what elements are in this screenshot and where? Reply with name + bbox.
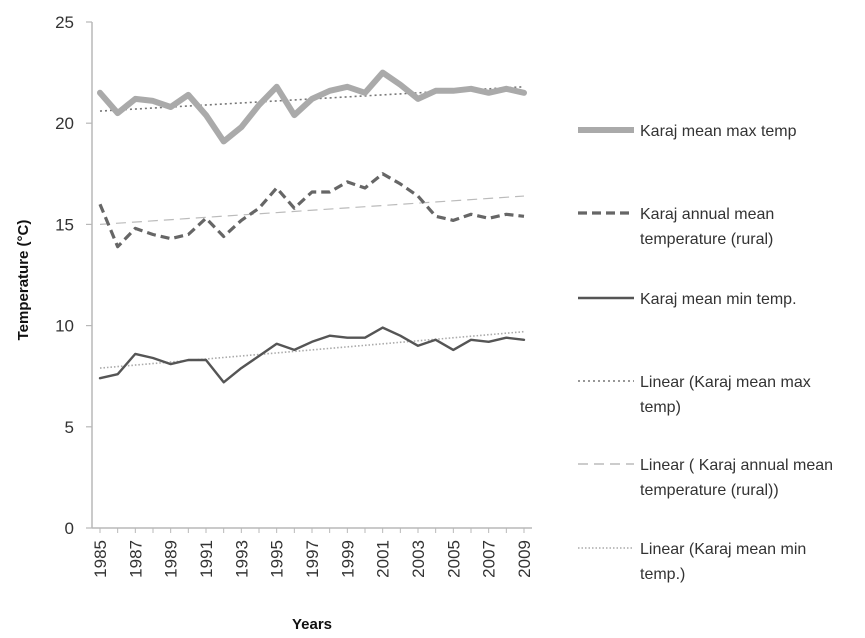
x-tick-label: 1997: [303, 540, 322, 578]
x-tick-label: 1989: [162, 540, 181, 578]
y-tick-label: 10: [55, 317, 74, 336]
legend-item: Karaj annual mean temperature (rural): [578, 206, 774, 248]
legend-label: temp.): [640, 566, 685, 583]
x-tick-label: 2003: [409, 540, 428, 578]
legend-label: Linear (Karaj mean max: [640, 374, 811, 391]
legend-label: Karaj annual mean: [640, 206, 774, 223]
axes: Temperature (°C) Years: [15, 22, 532, 633]
x-axis-title: Years: [292, 616, 332, 633]
y-tick-label: 0: [65, 519, 74, 538]
legend-item: Linear (Karaj mean min temp.): [578, 541, 806, 583]
legend-label: temperature (rural): [640, 231, 773, 248]
y-tick-label: 20: [55, 114, 74, 133]
x-tick-label: 2001: [374, 540, 393, 578]
legend-label: temp): [640, 399, 681, 416]
legend-item: Karaj mean min temp.: [578, 291, 797, 308]
legend: Karaj mean max temp Karaj annual mean temp…: [578, 123, 833, 583]
series-line-karaj-mean-min-temp: [98, 326, 526, 384]
series-line-karaj-annual-mean-temperature-rural: [98, 172, 525, 249]
legend-item: Linear (Karaj mean max temp): [578, 374, 811, 416]
x-tick-label: 2005: [444, 540, 463, 578]
ticks: 0 5 10 15 20 25 1985 1987 1989 1991 1993 1995 1997 19…: [55, 13, 534, 578]
legend-item: Linear ( Karaj annual mean temperature (r…: [578, 457, 833, 499]
legend-label: Karaj mean min temp.: [640, 291, 797, 308]
legend-label: Karaj mean max temp: [640, 123, 797, 140]
series-line-karaj-mean-max-temp: [97, 69, 527, 145]
legend-label: temperature (rural)): [640, 482, 779, 499]
x-tick-label: 1987: [126, 540, 145, 578]
x-tick-label: 1991: [197, 540, 216, 578]
x-tick-label: 1985: [91, 540, 110, 578]
legend-label: Linear (Karaj mean min: [640, 541, 806, 558]
trendlines: [99, 85, 525, 369]
trendline-linear-karaj-mean-min-temp: [99, 330, 525, 369]
y-tick-label: 5: [65, 418, 74, 437]
legend-item: Karaj mean max temp: [578, 123, 797, 140]
x-tick-label: 2007: [480, 540, 499, 578]
x-tick-label: 1999: [338, 540, 357, 578]
x-tick-label: 1995: [268, 540, 287, 578]
series: [97, 69, 527, 384]
x-tick-label: 2009: [515, 540, 534, 578]
y-tick-label: 15: [55, 215, 74, 234]
legend-label: Linear ( Karaj annual mean: [640, 457, 833, 474]
y-tick-label: 25: [55, 13, 74, 32]
x-tick-label: 1993: [232, 540, 251, 578]
y-axis-title: Temperature (°C): [15, 220, 32, 341]
trendline-linear-karaj-annual-mean-temperature-rural: [99, 195, 525, 225]
